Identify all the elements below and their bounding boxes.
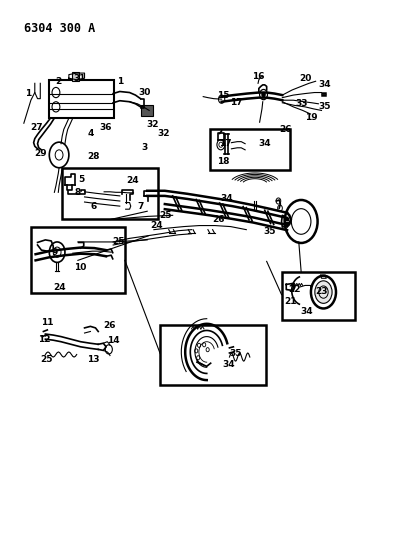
Text: 1: 1 xyxy=(24,89,31,98)
Text: 4: 4 xyxy=(87,129,93,138)
Text: 34: 34 xyxy=(300,307,313,316)
Text: 18: 18 xyxy=(217,157,229,166)
Text: 32: 32 xyxy=(146,120,159,129)
Text: 21: 21 xyxy=(285,297,297,306)
Text: 10: 10 xyxy=(74,263,87,272)
Text: 5: 5 xyxy=(79,175,85,184)
Text: 24: 24 xyxy=(126,176,139,185)
Text: 34: 34 xyxy=(258,139,271,148)
Bar xyxy=(141,106,153,116)
Text: 34: 34 xyxy=(318,80,331,90)
Bar xyxy=(210,130,290,171)
Text: 24: 24 xyxy=(53,284,66,293)
Text: 17: 17 xyxy=(230,98,242,107)
Bar xyxy=(31,227,125,293)
Text: 34: 34 xyxy=(222,360,235,369)
Text: 30: 30 xyxy=(138,88,151,97)
Text: 20: 20 xyxy=(299,74,311,83)
Text: 12: 12 xyxy=(38,335,51,344)
Bar xyxy=(282,272,355,320)
Text: 25: 25 xyxy=(160,211,172,220)
Text: 36: 36 xyxy=(99,123,111,132)
Text: 3: 3 xyxy=(141,143,148,152)
Text: 1: 1 xyxy=(117,77,123,86)
Text: 27: 27 xyxy=(30,123,43,132)
Text: 33: 33 xyxy=(295,99,307,108)
Text: 17: 17 xyxy=(219,139,232,148)
Text: 22: 22 xyxy=(288,285,300,294)
Text: 16: 16 xyxy=(252,71,264,80)
Text: 15: 15 xyxy=(217,91,229,100)
Circle shape xyxy=(262,93,265,96)
Bar xyxy=(62,168,158,220)
Text: 24: 24 xyxy=(150,221,162,230)
Text: 29: 29 xyxy=(34,149,47,158)
Text: 34: 34 xyxy=(220,195,233,204)
Text: 28: 28 xyxy=(87,152,100,161)
Text: 26: 26 xyxy=(213,215,225,224)
Text: 23: 23 xyxy=(315,287,328,296)
Text: 14: 14 xyxy=(107,336,120,345)
Text: 26: 26 xyxy=(103,321,115,330)
Text: 11: 11 xyxy=(41,318,53,327)
Text: 9: 9 xyxy=(51,248,58,257)
Bar xyxy=(72,72,80,81)
Text: 35: 35 xyxy=(264,227,276,236)
Text: 6304 300 A: 6304 300 A xyxy=(24,22,95,35)
Text: 2: 2 xyxy=(55,77,62,86)
Text: 35: 35 xyxy=(230,349,242,358)
Text: 8: 8 xyxy=(75,188,81,197)
Bar xyxy=(160,325,266,385)
Text: 25: 25 xyxy=(40,355,53,364)
Text: 25: 25 xyxy=(112,237,125,246)
Text: 13: 13 xyxy=(87,355,100,364)
Text: 31: 31 xyxy=(73,74,86,83)
Text: 6: 6 xyxy=(91,201,97,211)
Circle shape xyxy=(315,281,332,303)
Text: 19: 19 xyxy=(306,112,318,122)
Text: 35: 35 xyxy=(318,102,331,111)
Text: 7: 7 xyxy=(137,201,144,211)
Text: 32: 32 xyxy=(158,129,170,138)
Text: 26: 26 xyxy=(279,125,292,134)
